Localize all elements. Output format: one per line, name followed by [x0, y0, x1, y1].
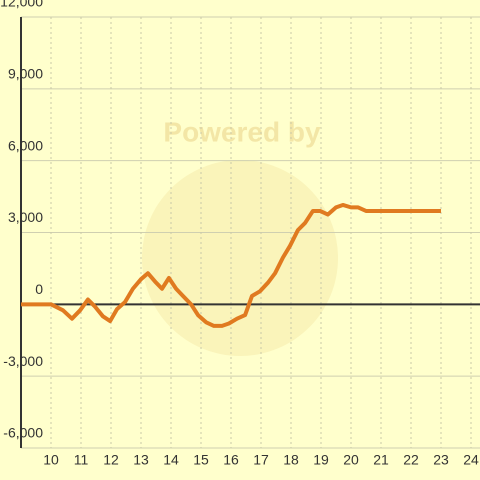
y-tick-label: 3,000	[8, 209, 43, 225]
x-tick-label: 16	[223, 452, 239, 468]
x-tick-label: 14	[163, 452, 179, 468]
x-tick-label: 23	[433, 452, 449, 468]
x-tick-label: 13	[133, 452, 149, 468]
x-tick-label: 21	[373, 452, 389, 468]
y-tick-label: 6,000	[8, 137, 43, 153]
x-tick-label: 10	[43, 452, 59, 468]
x-tick-label: 12	[103, 452, 119, 468]
x-tick-label: 15	[193, 452, 209, 468]
data-line	[21, 202, 441, 328]
x-tick-label: 20	[343, 452, 359, 468]
y-tick-label: 0	[35, 281, 43, 297]
y-tick-label: -6,000	[3, 425, 43, 441]
x-tick-label: 22	[403, 452, 419, 468]
x-tick-label: 24	[463, 452, 479, 468]
y-tick-label: 9,000	[8, 66, 43, 82]
x-tick-label: 18	[283, 452, 299, 468]
x-tick-label: 11	[74, 452, 89, 468]
x-tick-label: 17	[253, 452, 269, 468]
watermark: Powered by	[163, 116, 321, 147]
y-tick-label: 12,000	[0, 0, 43, 10]
x-tick-label: 19	[313, 452, 329, 468]
y-tick-label: -3,000	[3, 353, 43, 369]
